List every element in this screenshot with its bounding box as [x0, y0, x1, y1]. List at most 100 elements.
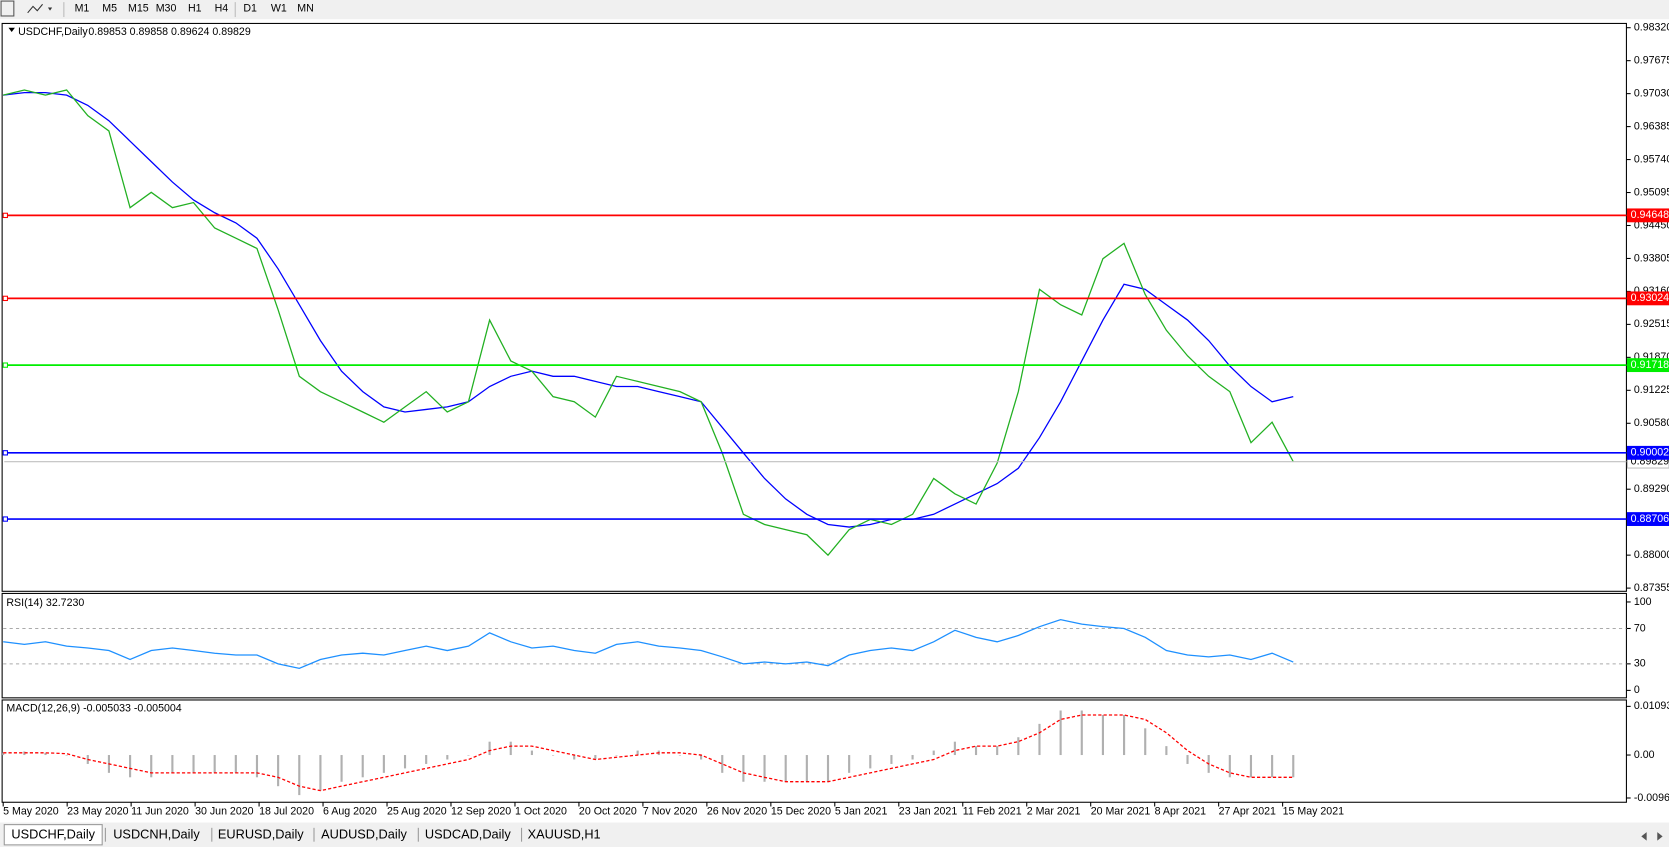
- macd-histogram-bar: [129, 755, 132, 778]
- ohlc-label: 0.89853 0.89858 0.89624 0.89829: [88, 26, 250, 38]
- y-tick-label: 30: [1634, 658, 1646, 670]
- macd-histogram-bar: [636, 750, 639, 756]
- level-handle[interactable]: [2, 362, 8, 368]
- symbol-tab-label[interactable]: USDCAD,Daily: [425, 827, 511, 842]
- level-price-label: 0.88706: [1631, 513, 1669, 525]
- symbol-tab[interactable]: [3, 824, 103, 846]
- tool-icon[interactable]: [27, 3, 43, 14]
- macd-histogram-bar: [467, 755, 470, 756]
- level-handle[interactable]: [2, 212, 8, 219]
- level-handle[interactable]: [2, 516, 8, 522]
- macd-histogram-bar: [382, 755, 385, 773]
- macd-histogram-bar: [848, 755, 851, 773]
- macd-histogram-bar: [1017, 737, 1020, 756]
- y-tick-label: 0.96385: [1634, 120, 1669, 132]
- dropdown-icon[interactable]: [47, 7, 53, 11]
- symbol-tab[interactable]: [314, 824, 415, 845]
- macd-histogram-bar: [594, 755, 597, 760]
- y-tick-label: 0.87355: [1634, 582, 1669, 594]
- symbol-tab-label[interactable]: XAUUSD,H1: [528, 827, 601, 842]
- y-tick-label: 0.93805: [1634, 252, 1669, 264]
- timeframe-button[interactable]: M5: [102, 2, 117, 14]
- macd-histogram-bar: [1038, 723, 1041, 756]
- macd-histogram-bar: [23, 751, 26, 756]
- x-tick-label: 18 Jul 2020: [259, 806, 314, 818]
- symbol-tab[interactable]: [211, 824, 310, 845]
- macd-histogram-bar: [298, 755, 301, 796]
- rsi-pane: [1, 592, 1627, 699]
- x-tick-label: 8 Apr 2021: [1155, 806, 1206, 818]
- y-tick-label: 0.94450: [1634, 219, 1669, 231]
- x-tick-label: 15 Dec 2020: [771, 806, 831, 818]
- y-tick-label: 0.010933: [1634, 700, 1669, 712]
- level-price-label: 0.93024: [1631, 292, 1669, 304]
- macd-histogram-bar: [213, 755, 216, 773]
- macd-signal-line: [3, 714, 1294, 792]
- timeframe-button[interactable]: M30: [156, 2, 177, 14]
- timeframe-button[interactable]: M15: [128, 2, 149, 14]
- macd-histogram-bar: [953, 741, 956, 756]
- x-tick-label: 7 Nov 2020: [643, 806, 697, 818]
- macd-histogram-bar: [255, 755, 259, 778]
- timeframe-button[interactable]: MN: [297, 2, 314, 14]
- symbol-tab-label[interactable]: USDCNH,Daily: [113, 827, 200, 842]
- macd-histogram-bar: [1228, 755, 1231, 778]
- x-tick-label: 25 Aug 2020: [387, 806, 447, 818]
- x-tick-label: 27 Apr 2021: [1219, 806, 1276, 818]
- level-handle[interactable]: [2, 450, 8, 456]
- scroll-left[interactable]: [1641, 832, 1647, 841]
- symbol-tab-label[interactable]: AUDUSD,Daily: [321, 827, 407, 842]
- level-handle[interactable]: [2, 295, 8, 302]
- macd-histogram-bar: [2, 752, 5, 756]
- macd-histogram-bar: [678, 755, 682, 756]
- scroll-right[interactable]: [1657, 832, 1663, 841]
- tool-icon[interactable]: [0, 0, 15, 17]
- collapse-icon[interactable]: [8, 27, 15, 32]
- macd-histogram-bar: [1144, 728, 1147, 756]
- symbol-tab-label[interactable]: USDCHF,Daily: [11, 827, 95, 842]
- x-tick-label: 11 Jun 2020: [131, 806, 189, 818]
- macd-histogram-bar: [403, 755, 407, 769]
- moving-average: [3, 91, 1294, 528]
- macd-histogram-bar: [1080, 710, 1083, 756]
- symbol-tab[interactable]: [418, 824, 518, 845]
- macd-histogram-bar: [234, 755, 237, 773]
- timeframe-button[interactable]: H4: [215, 2, 229, 14]
- x-tick-label: 12 Sep 2020: [451, 806, 511, 818]
- y-tick-label: 0.97030: [1634, 87, 1669, 99]
- timeframe-button[interactable]: W1: [271, 2, 287, 14]
- macd-histogram-bar: [150, 755, 153, 778]
- macd-histogram-bar: [1271, 755, 1274, 778]
- macd-histogram-bar: [44, 752, 47, 756]
- macd-histogram-bar: [551, 755, 555, 756]
- macd-histogram-bar: [425, 755, 428, 764]
- x-tick-label: 1 Oct 2020: [515, 806, 567, 818]
- timeframe-button[interactable]: M1: [75, 2, 90, 14]
- level-price-box: [1626, 445, 1669, 460]
- y-tick-label: 100: [1634, 596, 1652, 608]
- symbol-label: USDCHF,Daily: [18, 26, 88, 38]
- x-tick-label: 26 Nov 2020: [707, 806, 767, 818]
- x-tick-label: 5 Jan 2021: [835, 806, 888, 818]
- x-tick-label: 23 Jan 2021: [899, 806, 958, 818]
- macd-histogram-bar: [890, 755, 893, 764]
- symbol-tab[interactable]: [521, 824, 607, 845]
- level-price-label: 0.90002: [1631, 447, 1669, 459]
- macd-histogram-bar: [784, 755, 787, 782]
- timeframe-button[interactable]: D1: [243, 2, 257, 14]
- macd-histogram-bar: [742, 755, 745, 782]
- timeframe-button[interactable]: H1: [188, 2, 202, 14]
- macd-histogram-bar: [319, 755, 322, 791]
- y-tick-label: 0.91225: [1634, 384, 1669, 396]
- macd-histogram-bar: [615, 755, 618, 756]
- y-tick-label: 0.90580: [1634, 417, 1669, 429]
- macd-histogram-bar: [974, 746, 978, 756]
- symbol-tab[interactable]: [105, 824, 208, 845]
- level-price-box: [1626, 512, 1669, 526]
- macd-histogram-bar: [1101, 714, 1104, 756]
- symbol-tab-label[interactable]: EURUSD,Daily: [218, 827, 304, 842]
- y-tick-label: 0.98320: [1634, 22, 1669, 34]
- macd-histogram-bar: [700, 755, 703, 760]
- y-tick-label: 0.89290: [1634, 483, 1669, 495]
